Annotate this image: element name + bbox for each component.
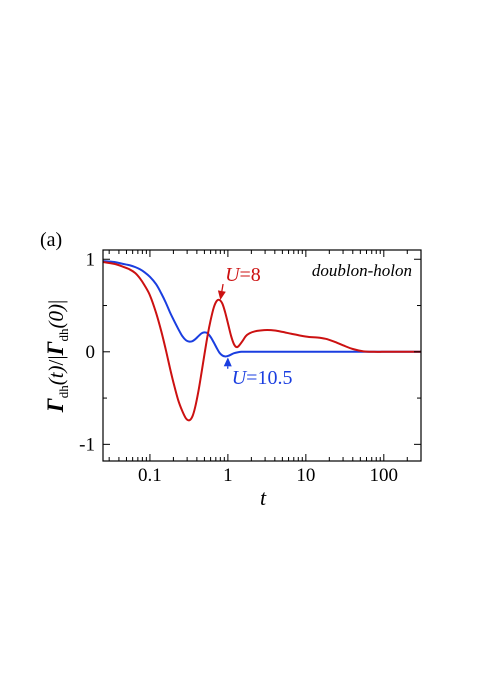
ticks-layer bbox=[103, 250, 422, 461]
y-tick-label: -1 bbox=[79, 434, 95, 455]
annotation-layer: U=8 U=10.5 bbox=[217, 264, 293, 389]
y-label-sub-1: dh bbox=[56, 385, 71, 399]
x-tick-label: 10 bbox=[296, 465, 315, 486]
y-label-arg-1: (t) bbox=[44, 365, 68, 385]
y-label-sub-2: dh bbox=[56, 328, 71, 342]
y-tick-label: 0 bbox=[86, 342, 96, 363]
y-label-gamma-2: Γ bbox=[43, 341, 68, 356]
y-label-arg-2: (0) bbox=[44, 304, 68, 329]
label-u8: U=8 bbox=[225, 264, 261, 286]
annotation-arrow-head bbox=[223, 357, 232, 367]
panel-label: (a) bbox=[40, 229, 62, 251]
y-axis-title: Γdh(t)/|Γdh(0)| bbox=[43, 300, 71, 413]
series-layer bbox=[103, 260, 421, 422]
annotation-arrow-head bbox=[217, 290, 226, 300]
series-line-u8 bbox=[103, 261, 421, 422]
x-tick-label: 0.1 bbox=[138, 465, 162, 486]
y-tick-label: 1 bbox=[86, 249, 96, 270]
y-label-gamma-1: Γ bbox=[43, 398, 68, 413]
x-axis-title: t bbox=[260, 485, 267, 510]
annotation-arrow-shaft bbox=[221, 283, 224, 292]
doublon-holon-label: doublon-holon bbox=[312, 261, 412, 280]
series-line-u10-5 bbox=[103, 260, 421, 358]
x-tick-label: 1 bbox=[223, 465, 233, 486]
label-u10-5: U=10.5 bbox=[232, 367, 293, 389]
y-label-sep: /| bbox=[44, 355, 68, 365]
plot-frame bbox=[102, 249, 422, 462]
y-label-end: | bbox=[44, 300, 68, 304]
x-tick-label: 100 bbox=[370, 465, 399, 486]
